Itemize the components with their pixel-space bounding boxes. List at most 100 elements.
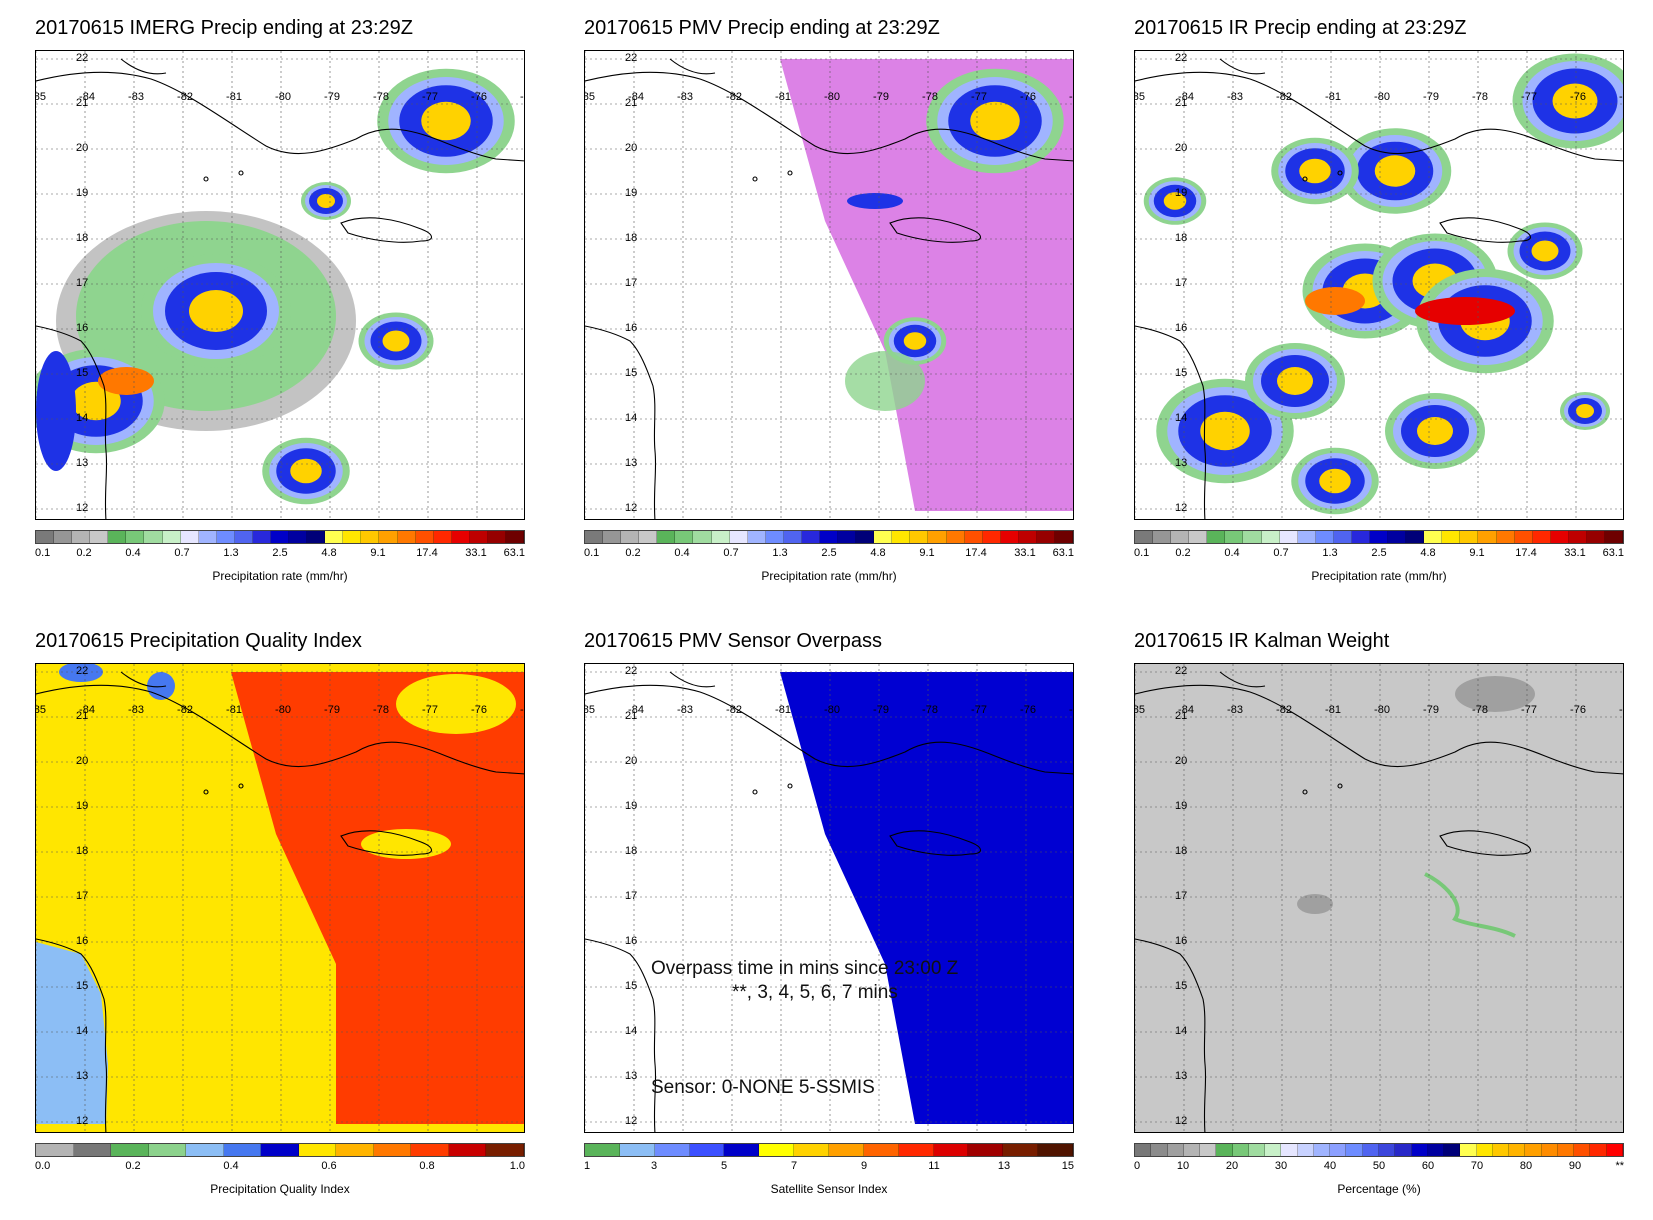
jamaica-coast xyxy=(340,217,433,243)
latitude-label: 15 xyxy=(76,980,89,992)
colorbar xyxy=(584,1143,1074,1157)
colorbar-swatch xyxy=(298,1144,337,1156)
colorbar-swatch xyxy=(946,531,965,543)
colorbar-tick-label: 1 xyxy=(584,1160,591,1172)
colorbar-tick-label: 10 xyxy=(1176,1160,1190,1172)
longitude-label: -82 xyxy=(1276,704,1292,716)
map-canvas xyxy=(585,664,1073,1132)
colorbar-swatch xyxy=(1297,531,1316,543)
latitude-label: 13 xyxy=(625,457,638,469)
longitude-label: -77 xyxy=(1521,704,1537,716)
colorbar-swatch xyxy=(1514,531,1533,543)
panel-title: 20170615 Precipitation Quality Index xyxy=(35,630,362,652)
kalman-weight-patch xyxy=(1297,894,1333,914)
colorbar-swatch xyxy=(1297,1144,1314,1156)
colorbar-swatch xyxy=(261,1144,299,1156)
grid xyxy=(1135,51,1623,519)
colorbar-tick-label: 2.5 xyxy=(272,547,288,559)
colorbar-swatch xyxy=(90,531,109,543)
latitude-label: 20 xyxy=(76,755,89,767)
colorbar-title: Precipitation rate (mm/hr) xyxy=(212,569,348,583)
cayman-coast xyxy=(203,176,209,182)
latitude-label: 22 xyxy=(76,665,89,677)
longitude-label: -75 xyxy=(1069,91,1073,103)
latitude-label: 15 xyxy=(625,367,638,379)
longitude-label: -81 xyxy=(226,91,242,103)
colorbar-swatch xyxy=(148,1144,187,1156)
precip-blob xyxy=(1200,411,1250,451)
colorbar-swatch xyxy=(1183,1144,1201,1156)
colorbar-swatch xyxy=(1351,531,1371,543)
precip-field xyxy=(36,351,76,471)
latitude-label: 21 xyxy=(76,97,89,109)
latitude-label: 16 xyxy=(625,322,638,334)
longitude-label: -80 xyxy=(1374,704,1390,716)
colorbar-swatch xyxy=(619,1144,655,1156)
longitude-label: -77 xyxy=(1521,91,1537,103)
colorbar-swatch xyxy=(783,531,802,543)
longitude-label: -81 xyxy=(226,704,242,716)
longitude-label: -84 xyxy=(1178,91,1194,103)
latitude-label: 14 xyxy=(1175,1025,1188,1037)
longitude-label: -85 xyxy=(36,91,46,103)
colorbar-swatch xyxy=(486,1144,524,1156)
precip-blob xyxy=(847,193,903,209)
precip-blob xyxy=(1374,155,1416,187)
colorbar-swatch xyxy=(982,531,1001,543)
longitude-label: -80 xyxy=(1374,91,1390,103)
panel-title: 20170615 IR Kalman Weight xyxy=(1134,630,1390,652)
latitude-label: 20 xyxy=(1175,142,1188,154)
cuba-coast xyxy=(585,684,1073,775)
jamaica-coast xyxy=(889,830,982,856)
longitude-label: -83 xyxy=(128,91,144,103)
jamaica-coast xyxy=(1439,217,1532,243)
grid xyxy=(585,51,1073,519)
colorbar-tick-label: 0 xyxy=(1134,1160,1141,1172)
colorbar-swatch xyxy=(838,531,857,543)
colorbar-swatch xyxy=(1055,531,1074,543)
precip-blob xyxy=(1277,367,1313,395)
central-america-coast xyxy=(1135,325,1207,519)
colorbar-tick-label: 33.1 xyxy=(1564,547,1586,559)
colorbar-swatch xyxy=(1605,531,1624,543)
overpass-annotation-line1: Overpass time in mins since 23:00 Z xyxy=(651,958,959,979)
longitude-label: -76 xyxy=(1570,91,1586,103)
colorbar-tick-label: 11 xyxy=(928,1160,940,1172)
colorbar-swatch xyxy=(1243,531,1262,543)
precip-blob xyxy=(1163,192,1187,210)
colorbar-swatch xyxy=(1153,531,1172,543)
longitude-label: -78 xyxy=(1472,704,1488,716)
map-frame: -85 -84 -83 -82 -81 -80 -79 -78 -77 -76 -75 22 21 20 1… xyxy=(584,50,1074,520)
colorbar-ticks: 0.1 0.2 0.4 0.7 1.3 2.5 4.8 9.1 17.4 33.1 63.1 xyxy=(1134,547,1624,563)
latitude-label: 16 xyxy=(1175,935,1188,947)
cayman-coast xyxy=(1337,783,1343,789)
latitude-label: 13 xyxy=(1175,457,1188,469)
colorbar-swatch xyxy=(1492,1144,1510,1156)
quality-high-region xyxy=(231,672,524,1124)
colorbar-swatch xyxy=(289,531,308,543)
longitude-label: -82 xyxy=(1276,91,1292,103)
colorbar-swatch xyxy=(271,531,290,543)
colorbar-swatch xyxy=(216,531,235,543)
colorbar-tick-label: 9.1 xyxy=(370,547,386,559)
cuba-coast xyxy=(585,71,1073,162)
colorbar-swatch xyxy=(1442,531,1461,543)
colorbar-tick-label: 1.0 xyxy=(509,1160,525,1172)
colorbar-swatch xyxy=(801,531,821,543)
longitude-label: -83 xyxy=(128,704,144,716)
colorbar-swatch xyxy=(1038,1144,1074,1156)
latitude-label: 17 xyxy=(1175,277,1188,289)
colorbar-tick-label: 15 xyxy=(1061,1160,1074,1172)
colorbar-swatch xyxy=(964,531,983,543)
latitude-label: 13 xyxy=(76,457,89,469)
colorbar-swatch xyxy=(1525,1144,1542,1156)
precip-blob xyxy=(1417,417,1453,445)
colorbar-tick-label: 63.1 xyxy=(1052,547,1074,559)
colorbar-tick-label: 5 xyxy=(720,1160,728,1172)
coastline xyxy=(36,671,524,1132)
longitude-label: -78 xyxy=(373,704,389,716)
map-canvas xyxy=(585,51,1073,519)
latitude-label: 22 xyxy=(76,52,89,64)
precip-blob xyxy=(382,330,410,352)
latitude-label: 20 xyxy=(76,142,89,154)
